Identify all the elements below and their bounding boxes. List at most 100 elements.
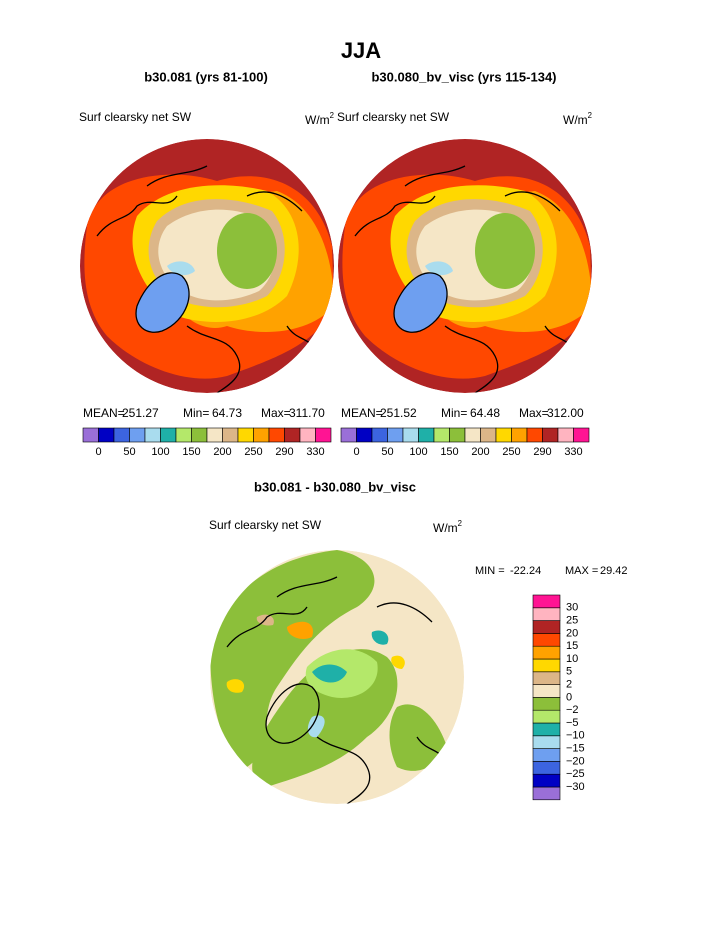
colorbar-label: 330 [564, 446, 582, 458]
map [80, 139, 334, 393]
colorbar-label: 2 [566, 679, 572, 691]
colorbar-label: 200 [471, 446, 489, 458]
colorbar-cell [557, 427, 574, 443]
colorbar-cell [542, 427, 559, 443]
colorbar-label: 10 [566, 653, 578, 665]
stat: 312.00 [547, 406, 584, 420]
variable-label: Surf clearsky net SW [209, 518, 322, 532]
colorbar-label: 15 [566, 640, 578, 652]
panel-title: b30.081 (yrs 81-100) [144, 69, 268, 84]
units: W/m2 [433, 519, 462, 535]
colorbar-label: 250 [502, 446, 520, 458]
colorbar-cell [253, 427, 270, 443]
stat: MAX = [565, 565, 598, 577]
colorbar-cell [532, 684, 561, 698]
colorbar-cell [532, 658, 561, 673]
stat: Min= [441, 406, 467, 420]
colorbar-cell [433, 427, 450, 443]
stat: 251.27 [122, 406, 159, 420]
colorbar-cell [495, 427, 512, 443]
colorbar-cell [526, 427, 543, 443]
colorbar-cell [532, 607, 561, 621]
colorbar-label: 150 [440, 446, 458, 458]
difference-title: b30.081 - b30.080_bv_visc [254, 479, 416, 494]
colorbar-cell [573, 427, 590, 443]
colorbar-cell [371, 427, 388, 443]
colorbar-cell [532, 786, 561, 801]
colorbar-cell [340, 427, 357, 443]
colorbar-cell [464, 427, 481, 443]
colorbar-label: 290 [533, 446, 551, 458]
colorbar-label: −2 [566, 704, 579, 716]
units: W/m2 [305, 111, 334, 127]
colorbar-label: 200 [213, 446, 231, 458]
colorbar-label: 30 [566, 602, 578, 614]
variable-label: Surf clearsky net SW [337, 110, 450, 124]
colorbar-cell [144, 427, 161, 443]
colorbar-cell [532, 671, 561, 685]
units-base: W/m [563, 113, 588, 127]
colorbar-label: −15 [566, 743, 585, 755]
colorbar-cell [532, 761, 561, 775]
colorbar-cell [532, 748, 561, 762]
units-exponent: 2 [330, 111, 334, 120]
colorbar-cell [532, 773, 561, 788]
panel-title: b30.080_bv_visc (yrs 115-134) [371, 69, 556, 84]
colorbar-label: 250 [244, 446, 262, 458]
stat: 64.73 [212, 406, 242, 420]
stat: 64.48 [470, 406, 500, 420]
stat: 311.70 [289, 406, 325, 420]
colorbar-cell [532, 633, 561, 647]
colorbar-label: 0 [353, 446, 359, 458]
colorbar-cell [222, 427, 239, 443]
colorbar-label: 20 [566, 627, 578, 639]
colorbar-cell [532, 709, 561, 724]
colorbar-cell [268, 427, 285, 443]
units-exponent: 2 [458, 519, 462, 528]
colorbar-cell [299, 427, 316, 443]
colorbar-cell [82, 427, 99, 443]
colorbar-cell [113, 427, 130, 443]
colorbar-label: 0 [566, 691, 572, 703]
units-exponent: 2 [588, 111, 592, 120]
colorbar-label: 150 [182, 446, 200, 458]
colorbar-label: 50 [123, 446, 135, 458]
colorbar-cell [532, 645, 561, 660]
colorbar-cell [315, 427, 332, 443]
colorbar-cell [387, 427, 404, 443]
stat: MEAN= [83, 406, 125, 420]
colorbar-label: 100 [151, 446, 169, 458]
colorbar-cell [175, 427, 192, 443]
colorbar-cell [511, 427, 528, 443]
stat: Max= [261, 406, 291, 420]
colorbar-cell [532, 620, 561, 634]
colorbar-cell [402, 427, 419, 443]
colorbar-label: −30 [566, 781, 585, 793]
colorbar-label: 25 [566, 615, 578, 627]
stat: Min= [183, 406, 209, 420]
stat: 29.42 [600, 565, 628, 577]
colorbar-label: −10 [566, 730, 585, 742]
stat: 251.52 [380, 406, 417, 420]
colorbar-cell [418, 427, 435, 443]
colorbar-cell [449, 427, 466, 443]
colorbar-label: −20 [566, 755, 585, 767]
variable-label: Surf clearsky net SW [79, 110, 192, 124]
colorbar-cell [480, 427, 497, 443]
colorbar-cell [532, 735, 561, 749]
stat: Max= [519, 406, 549, 420]
units: W/m2 [563, 111, 592, 127]
colorbar-cell [98, 427, 115, 443]
units-base: W/m [433, 521, 458, 535]
colorbar-label: −5 [566, 717, 579, 729]
colorbar-label: 100 [409, 446, 427, 458]
map [338, 139, 592, 393]
colorbar-cell [160, 427, 177, 443]
units-base: W/m [305, 113, 330, 127]
colorbar-cell [237, 427, 254, 443]
colorbar-label: 0 [95, 446, 101, 458]
figure-title: JJA [341, 38, 381, 63]
stat: MEAN= [341, 406, 383, 420]
